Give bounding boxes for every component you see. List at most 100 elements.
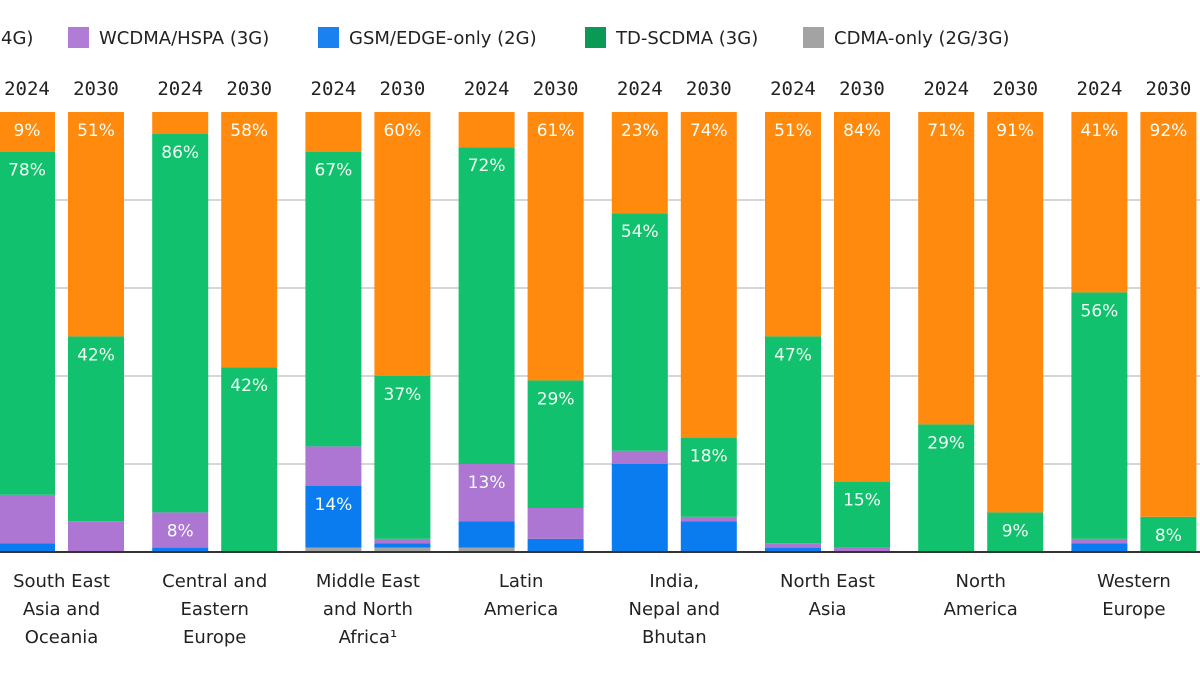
bar-segment xyxy=(374,538,431,544)
year-tick-label: 2024 xyxy=(1077,78,1123,100)
bar-segment xyxy=(765,336,821,544)
legend-label: TD-SCDMA (3G) xyxy=(615,28,758,49)
bar-segment xyxy=(152,112,209,134)
data-label: 29% xyxy=(537,389,575,409)
data-label: 37% xyxy=(384,385,422,405)
legend-swatch xyxy=(68,27,89,48)
year-tick-label: 2024 xyxy=(770,78,816,100)
data-label: 60% xyxy=(384,121,422,141)
year-tick-label: 2024 xyxy=(617,78,663,100)
category-label: Asia xyxy=(809,599,847,620)
legend-label: GSM/EDGE-only (2G) xyxy=(349,28,537,49)
bar-segment xyxy=(305,151,362,447)
bar-segment xyxy=(0,151,55,495)
data-labels: 9% 78% 51% 42% 86% 8% 58% 42% 67% 14% 60% 37% 72% 13%… xyxy=(8,121,1187,546)
data-label: 42% xyxy=(77,345,115,365)
bar-segment xyxy=(611,213,668,451)
bar-segment xyxy=(527,112,584,381)
year-tick-label: 2024 xyxy=(464,78,510,100)
bar-segment xyxy=(918,112,975,425)
data-label: 41% xyxy=(1081,121,1119,141)
data-label: 56% xyxy=(1081,301,1119,321)
bar-segment xyxy=(1140,112,1197,517)
data-label: 13% xyxy=(468,473,506,493)
category-label: Bhutan xyxy=(642,627,707,648)
bar-segment xyxy=(221,367,278,552)
bar-segment xyxy=(0,112,55,152)
legend-swatch xyxy=(803,27,824,48)
bar-segment xyxy=(458,547,515,552)
bar-segment xyxy=(374,543,431,548)
bar-segment xyxy=(458,521,515,548)
year-tick-label: 2030 xyxy=(992,78,1038,100)
bar-segment xyxy=(834,481,890,548)
category-label: North xyxy=(956,571,1006,592)
bar-segment xyxy=(987,112,1044,513)
legend-label: WCDMA/HSPA (3G) xyxy=(99,28,269,49)
category-label: Oceania xyxy=(25,627,99,648)
category-label: America xyxy=(944,599,1018,620)
category-label: Western xyxy=(1097,571,1171,592)
bar-segment xyxy=(305,112,362,152)
bar-segment xyxy=(1140,516,1197,552)
data-label: 15% xyxy=(843,491,881,511)
category-label: North East xyxy=(780,571,875,592)
data-label: 86% xyxy=(161,143,199,163)
bar-segment xyxy=(680,521,737,552)
bar-segment xyxy=(0,543,55,552)
bar-segment xyxy=(527,538,584,552)
bar-segment xyxy=(0,494,55,544)
bar-segment xyxy=(527,380,584,508)
bar-segment xyxy=(987,512,1044,552)
category-label: Middle East xyxy=(316,571,420,592)
bar-segment xyxy=(1071,543,1128,552)
bar-segment xyxy=(918,424,975,552)
data-label: 23% xyxy=(621,121,659,141)
data-label: 29% xyxy=(927,433,965,453)
bar-segment xyxy=(305,547,362,552)
data-label: 51% xyxy=(77,121,115,141)
category-label: Africa¹ xyxy=(339,627,398,648)
bar-segment xyxy=(152,512,209,548)
data-label: 91% xyxy=(996,121,1034,141)
year-tick-label: 2030 xyxy=(533,78,579,100)
bar-segment xyxy=(527,508,584,539)
category-label: South East xyxy=(13,571,110,592)
category-label: Nepal and xyxy=(629,599,721,620)
data-label: 18% xyxy=(690,447,728,467)
bar-segment xyxy=(458,112,515,148)
bar-segment xyxy=(611,450,668,464)
category-label: America xyxy=(484,599,558,620)
data-label: 14% xyxy=(315,495,353,515)
data-label: 84% xyxy=(843,121,881,141)
bar-segment xyxy=(458,464,515,522)
year-tick-label: 2030 xyxy=(686,78,732,100)
bar-segment xyxy=(305,446,362,486)
data-label: 92% xyxy=(1150,121,1188,141)
bar-segment xyxy=(305,486,362,548)
data-label: 9% xyxy=(1002,521,1029,541)
legend: (4G) WCDMA/HSPA (3G) GSM/EDGE-only (2G) TD-… xyxy=(0,27,1009,49)
bar-segment xyxy=(68,521,124,552)
bar-segment xyxy=(152,547,209,552)
year-tick-label: 2024 xyxy=(311,78,357,100)
category-label: Europe xyxy=(1102,599,1165,620)
bar-segment xyxy=(68,336,124,522)
data-label: 47% xyxy=(774,345,812,365)
bar-segment xyxy=(68,112,124,337)
legend-label: CDMA-only (2G/3G) xyxy=(834,28,1009,49)
data-label: 9% xyxy=(14,121,41,141)
bar-segment xyxy=(374,112,431,376)
data-label: 67% xyxy=(315,161,353,181)
category-label: Latin xyxy=(499,571,544,592)
year-tick-label: 2030 xyxy=(839,78,885,100)
data-label: 51% xyxy=(774,121,812,141)
bar-segment xyxy=(834,547,890,552)
bar-segment xyxy=(374,376,431,539)
year-tick-label: 2024 xyxy=(157,78,203,100)
bar-segment xyxy=(834,112,890,482)
data-label: 74% xyxy=(690,121,728,141)
category-label: Eastern xyxy=(180,599,248,620)
bar-segment xyxy=(152,134,209,513)
